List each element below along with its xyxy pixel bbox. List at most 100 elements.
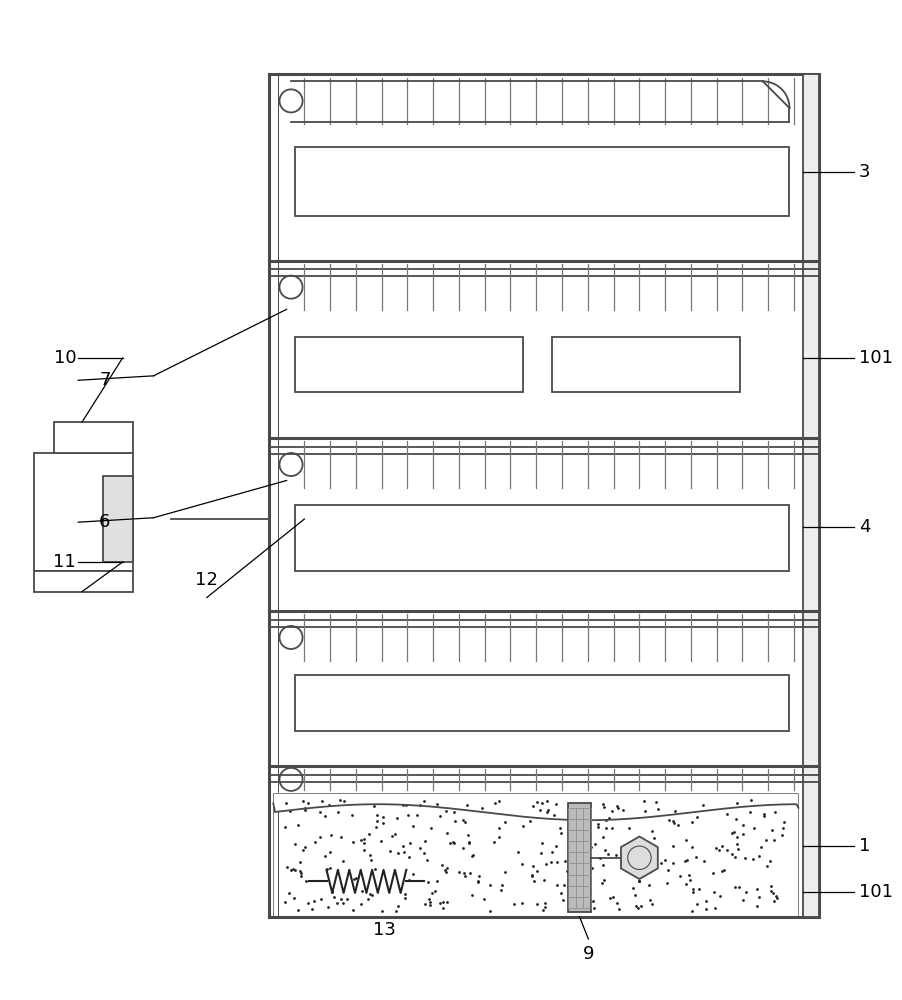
Point	[398, 890, 412, 906]
Point	[597, 872, 612, 888]
Point	[541, 802, 556, 818]
Point	[540, 804, 555, 820]
Point	[661, 862, 676, 878]
Point	[578, 868, 593, 884]
Point	[472, 868, 486, 884]
Point	[538, 899, 553, 915]
Point	[725, 825, 740, 841]
Point	[549, 838, 564, 854]
Point	[634, 840, 649, 856]
Bar	[273, 793, 798, 917]
Point	[645, 896, 659, 912]
Bar	[296, 505, 789, 571]
Point	[638, 803, 652, 819]
Bar	[568, 803, 591, 912]
Point	[376, 809, 391, 825]
Point	[575, 813, 590, 829]
Point	[433, 808, 447, 824]
Point	[645, 843, 659, 859]
Point	[658, 852, 673, 868]
Point	[530, 794, 545, 810]
Point	[720, 842, 734, 858]
Point	[400, 807, 415, 823]
Point	[384, 828, 399, 844]
Point	[294, 865, 308, 881]
Point	[348, 870, 363, 886]
Point	[382, 843, 397, 859]
Point	[553, 825, 567, 841]
Point	[523, 813, 538, 829]
Point	[736, 817, 750, 833]
Point	[389, 903, 403, 919]
Point	[641, 877, 656, 893]
Point	[368, 861, 382, 877]
Point	[536, 902, 550, 918]
Point	[728, 849, 742, 865]
Bar	[296, 337, 522, 392]
Point	[428, 883, 442, 899]
Point	[312, 804, 327, 820]
Point	[629, 898, 643, 914]
Point	[699, 893, 713, 909]
Point	[776, 820, 790, 836]
Point	[595, 857, 610, 873]
Point	[336, 895, 350, 911]
Point	[584, 839, 599, 855]
Point	[318, 808, 332, 824]
Point	[324, 827, 338, 843]
Point	[631, 873, 646, 889]
Point	[668, 803, 683, 819]
Point	[492, 793, 506, 809]
Bar	[33, 453, 133, 571]
Bar	[552, 337, 740, 392]
Point	[327, 889, 341, 905]
Point	[750, 881, 764, 897]
Bar	[103, 476, 133, 562]
Point	[395, 838, 410, 854]
Point	[346, 871, 361, 887]
Point	[339, 891, 354, 907]
Point	[293, 854, 308, 870]
Point	[313, 829, 327, 845]
Point	[506, 896, 520, 912]
Point	[598, 820, 612, 836]
Point	[514, 895, 529, 911]
Point	[390, 810, 404, 826]
Point	[550, 854, 565, 870]
Point	[412, 840, 427, 856]
Point	[587, 836, 602, 852]
Point	[511, 844, 526, 860]
Point	[363, 847, 377, 863]
Point	[436, 894, 450, 910]
Point	[440, 825, 455, 841]
Point	[730, 795, 744, 811]
Text: 1: 1	[859, 837, 870, 855]
Point	[670, 817, 685, 833]
Point	[682, 867, 696, 883]
Point	[423, 897, 437, 913]
Point	[399, 797, 413, 813]
Point	[465, 887, 480, 903]
Point	[685, 903, 699, 919]
Point	[461, 827, 475, 843]
Point	[487, 834, 502, 850]
Point	[603, 810, 617, 826]
Point	[471, 874, 485, 890]
Point	[422, 891, 437, 907]
Point	[448, 813, 463, 829]
Point	[585, 893, 600, 909]
Text: 13: 13	[373, 921, 396, 939]
Point	[299, 800, 313, 816]
Point	[418, 833, 432, 849]
Point	[678, 832, 693, 848]
Point	[308, 834, 322, 850]
Bar	[296, 147, 789, 216]
Point	[559, 863, 574, 879]
Point	[412, 797, 427, 813]
Point	[610, 798, 624, 814]
Point	[616, 802, 630, 818]
Point	[354, 832, 369, 848]
Point	[557, 877, 571, 893]
Point	[730, 836, 744, 852]
Point	[446, 835, 461, 851]
